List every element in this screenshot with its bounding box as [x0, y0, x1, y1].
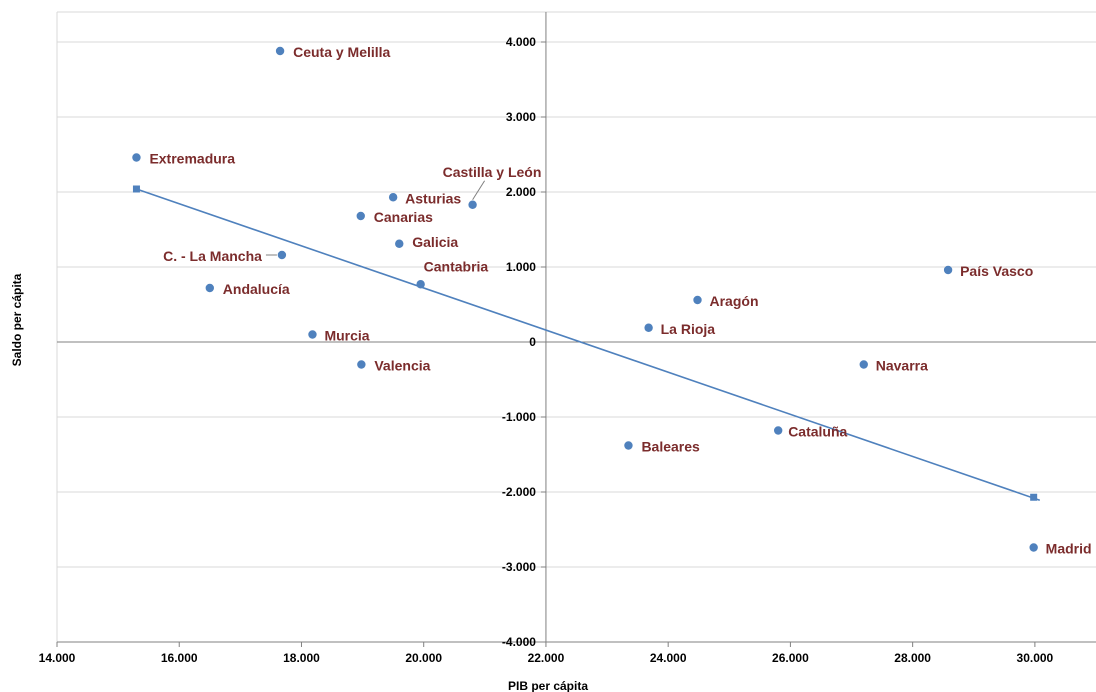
data-point — [468, 200, 477, 209]
point-label: Madrid — [1046, 541, 1092, 557]
point-label: Extremadura — [149, 151, 235, 167]
data-point — [693, 295, 702, 305]
x-tick-label: 18.000 — [283, 651, 320, 665]
y-tick-label: 0 — [529, 335, 536, 349]
x-axis-title: PIB per cápita — [508, 679, 588, 692]
y-tick-label: -4.000 — [502, 635, 536, 649]
y-axis-title: Saldo per cápita — [10, 273, 24, 366]
y-tick-label: -1.000 — [502, 410, 536, 424]
tick-labels: -4.000 -3.000 -2.000 -1.000 0 1.000 2.000 3.000… — [39, 35, 1054, 665]
data-point — [205, 283, 214, 293]
data-point — [624, 441, 633, 450]
x-tick-label: 24.000 — [650, 651, 687, 665]
point-label: Aragón — [710, 293, 759, 309]
data-point — [859, 360, 868, 369]
x-tick-label: 22.000 — [528, 651, 565, 665]
label-leader — [472, 180, 486, 201]
point-label: Valencia — [374, 358, 430, 374]
point-label: La Rioja — [661, 321, 716, 337]
trendline — [136, 188, 1041, 502]
point-label: Andalucía — [223, 281, 290, 297]
y-tick-label: 3.000 — [506, 110, 536, 124]
data-point — [356, 211, 365, 221]
axes — [56, 12, 1096, 647]
data-points — [132, 46, 1038, 552]
data-point — [388, 193, 398, 202]
data-point — [275, 46, 285, 56]
y-tick-label: 1.000 — [506, 260, 536, 274]
point-label: Baleares — [641, 439, 700, 455]
y-tick-label: 4.000 — [506, 35, 536, 49]
trend-line — [132, 185, 1041, 502]
point-label: Murcia — [324, 328, 369, 344]
data-point — [1029, 543, 1038, 552]
point-label: Cantabria — [424, 258, 489, 274]
point-label: Ceuta y Melilla — [293, 44, 390, 60]
point-label: Castilla y León — [443, 164, 542, 180]
data-point — [773, 426, 783, 435]
y-tick-label: 2.000 — [506, 185, 536, 199]
y-tick-label: -3.000 — [502, 560, 536, 574]
y-tick-label: -2.000 — [502, 485, 536, 499]
data-point — [416, 280, 425, 289]
x-tick-label: 28.000 — [894, 651, 931, 665]
data-point — [277, 250, 287, 260]
data-point — [132, 153, 141, 162]
x-tick-label: 20.000 — [405, 651, 442, 665]
data-point — [308, 330, 317, 339]
point-label: C. - La Mancha — [163, 248, 262, 264]
x-tick-label: 14.000 — [39, 651, 76, 665]
trendline-marker — [132, 185, 140, 193]
point-label: Navarra — [876, 358, 928, 374]
data-point — [943, 265, 953, 275]
point-labels: Ceuta y Melilla Extremadura Castilla y Leó… — [149, 44, 1091, 557]
point-label: Galicia — [412, 234, 458, 250]
point-label: Asturias — [405, 190, 461, 206]
x-tick-label: 30.000 — [1017, 651, 1054, 665]
data-point — [644, 323, 653, 332]
gridlines — [56, 11, 1096, 643]
point-label: País Vasco — [960, 263, 1033, 279]
x-tick-label: 26.000 — [772, 651, 809, 665]
data-point — [357, 360, 366, 369]
point-label: Cataluña — [788, 424, 847, 440]
data-point — [395, 239, 404, 248]
x-tick-label: 16.000 — [161, 651, 198, 665]
trendline-marker — [1030, 493, 1038, 501]
point-label: Canarias — [374, 209, 433, 225]
